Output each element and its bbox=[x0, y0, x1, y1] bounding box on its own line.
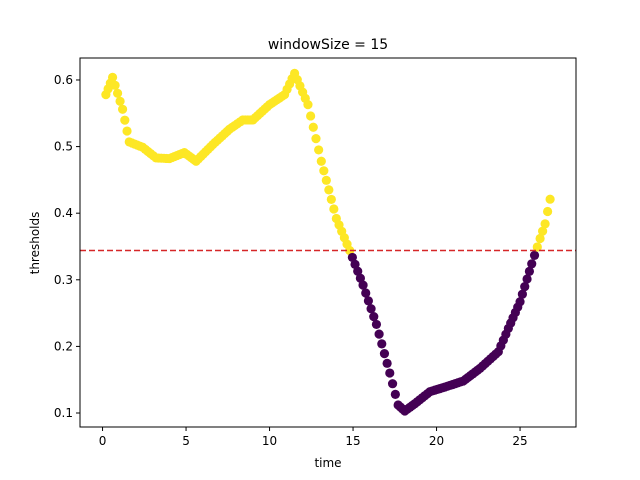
x-tick-label: 5 bbox=[182, 434, 190, 448]
data-point bbox=[543, 206, 553, 217]
x-tick-label: 15 bbox=[345, 434, 360, 448]
data-point bbox=[353, 266, 363, 276]
data-point bbox=[117, 104, 128, 114]
data-point bbox=[515, 297, 525, 307]
y-tick-label: 0.3 bbox=[54, 273, 73, 287]
data-point bbox=[529, 250, 540, 260]
data-point bbox=[355, 273, 365, 283]
y-tick-label: 0.4 bbox=[54, 206, 73, 220]
data-point bbox=[371, 319, 382, 330]
data-point bbox=[540, 219, 550, 229]
data-point bbox=[326, 194, 336, 205]
data-point bbox=[387, 379, 398, 389]
data-point bbox=[107, 72, 118, 82]
data-point bbox=[374, 329, 384, 339]
data-point bbox=[345, 245, 355, 256]
data-point bbox=[308, 122, 318, 132]
data-point bbox=[377, 339, 387, 349]
data-point bbox=[524, 266, 535, 277]
data-points bbox=[101, 68, 555, 416]
y-axis-ticks: 0.1 0.2 0.3 0.4 0.5 0.6 bbox=[54, 73, 80, 420]
data-point bbox=[379, 349, 390, 359]
data-point bbox=[545, 194, 555, 204]
data-point bbox=[306, 111, 316, 121]
data-point bbox=[363, 296, 374, 306]
data-point bbox=[120, 115, 130, 125]
data-point bbox=[350, 259, 360, 269]
data-point bbox=[535, 233, 545, 244]
data-point bbox=[538, 226, 548, 236]
data-point bbox=[369, 311, 379, 322]
data-point bbox=[329, 204, 339, 214]
x-axis-label: time bbox=[314, 456, 341, 470]
data-point bbox=[517, 289, 527, 299]
data-point bbox=[385, 368, 395, 378]
data-point bbox=[366, 304, 376, 314]
data-point bbox=[382, 358, 392, 368]
x-axis-ticks: 0 5 10 15 20 25 bbox=[99, 427, 528, 448]
data-point bbox=[110, 80, 120, 90]
data-point bbox=[115, 96, 125, 106]
data-point bbox=[311, 133, 321, 144]
data-point bbox=[527, 259, 537, 269]
data-point bbox=[319, 166, 329, 176]
data-point bbox=[522, 274, 532, 284]
data-point bbox=[324, 185, 334, 195]
x-tick-label: 20 bbox=[429, 434, 444, 448]
y-tick-label: 0.1 bbox=[54, 406, 73, 420]
data-point bbox=[316, 156, 326, 166]
y-tick-label: 0.5 bbox=[54, 140, 73, 154]
data-point bbox=[532, 242, 542, 252]
x-tick-label: 0 bbox=[99, 434, 107, 448]
data-point bbox=[112, 88, 123, 98]
data-point bbox=[303, 100, 313, 110]
data-point bbox=[358, 280, 368, 290]
x-tick-label: 10 bbox=[262, 434, 277, 448]
data-point bbox=[314, 145, 324, 155]
data-point bbox=[520, 281, 530, 292]
chart-title: windowSize = 15 bbox=[268, 37, 388, 53]
data-point bbox=[347, 252, 357, 263]
data-point bbox=[122, 126, 132, 136]
y-axis-label: thresholds bbox=[28, 212, 42, 275]
axes-frame bbox=[79, 57, 577, 428]
data-point bbox=[361, 288, 371, 298]
y-tick-label: 0.2 bbox=[54, 339, 73, 353]
x-tick-label: 25 bbox=[512, 434, 527, 448]
data-point bbox=[321, 175, 331, 185]
y-tick-label: 0.6 bbox=[54, 73, 73, 87]
data-point bbox=[390, 389, 400, 399]
